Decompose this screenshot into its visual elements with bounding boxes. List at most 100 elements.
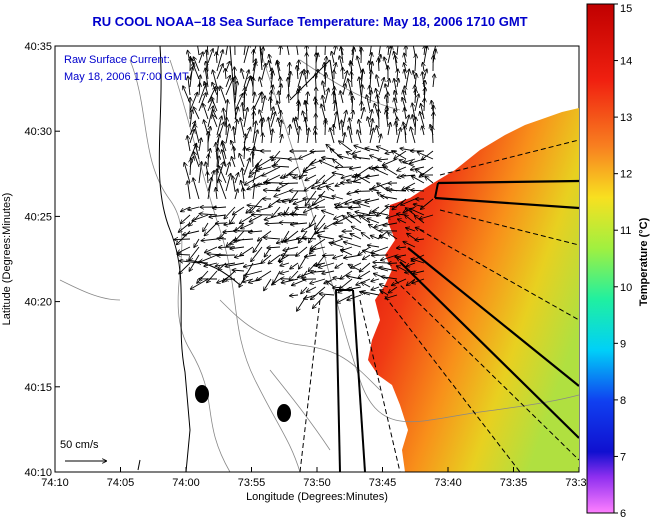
current-vector (251, 246, 263, 261)
current-vector (334, 92, 335, 104)
current-vector (406, 262, 416, 266)
current-vector (332, 196, 344, 200)
current-vector (388, 123, 390, 136)
current-vector (332, 238, 344, 243)
current-vector (262, 48, 263, 64)
current-vector (216, 64, 223, 80)
current-vector (404, 108, 406, 120)
current-vector (297, 71, 302, 88)
current-vector (415, 55, 416, 72)
current-vector (330, 128, 335, 144)
current-vector (204, 82, 209, 96)
current-vector (290, 262, 299, 269)
current-vector (188, 181, 191, 200)
current-vector (277, 101, 281, 112)
current-vector (278, 118, 280, 128)
current-vector (197, 46, 200, 56)
current-vector (397, 166, 407, 171)
current-vector (433, 112, 434, 128)
current-vector (411, 166, 425, 170)
current-vector (268, 254, 281, 264)
current-vector (380, 236, 389, 240)
current-vector (306, 190, 317, 205)
current-vector (343, 68, 344, 80)
current-vector (366, 175, 380, 177)
current-vector (327, 187, 335, 192)
current-vector (410, 209, 425, 216)
current-vector (420, 112, 425, 128)
current-vector (318, 182, 335, 189)
current-vector (203, 222, 209, 231)
current-vector (340, 91, 344, 104)
map-title: RU COOL NOAA–18 Sea Surface Temperature:… (92, 14, 528, 29)
colorbar (586, 3, 615, 514)
current-vector (412, 176, 425, 184)
current-vector (244, 147, 245, 160)
current-vector (282, 278, 299, 283)
y-tick-label: 40:30 (24, 126, 52, 138)
current-vector (339, 141, 353, 152)
current-vector (240, 214, 254, 223)
current-vector (414, 94, 419, 112)
colorbar-tick-label: 8 (620, 395, 626, 407)
colorbar-tick-label: 7 (620, 451, 626, 463)
current-vector (216, 52, 217, 64)
current-vector (369, 61, 370, 72)
current-vector (307, 286, 317, 292)
colorbar-tick-label: 13 (620, 112, 632, 124)
current-vector (405, 115, 409, 128)
current-vector (198, 93, 206, 112)
y-axis-label: Latitude (Degrees:Minutes) (1, 193, 13, 326)
current-vector (179, 262, 191, 274)
current-vector (373, 212, 389, 216)
current-vector (342, 84, 346, 96)
y-tick-label: 40:10 (24, 467, 52, 479)
current-vector (261, 64, 266, 80)
current-vector (416, 228, 425, 232)
current-vector (401, 198, 416, 205)
current-vector (385, 294, 398, 299)
current-vector (296, 46, 299, 56)
current-vector (362, 233, 371, 240)
current-vector (347, 294, 362, 300)
current-vector (307, 71, 308, 80)
current-vector (199, 138, 201, 152)
current-vector (192, 214, 209, 221)
current-vector (233, 127, 235, 144)
current-vector (195, 125, 200, 144)
current-vector (208, 155, 209, 168)
current-vector (369, 129, 374, 144)
current-vector (368, 245, 380, 247)
current-vector (360, 262, 371, 272)
current-vector (320, 161, 335, 168)
colorbar-tick-label: 14 (620, 56, 632, 68)
current-vector (244, 262, 263, 267)
x-tick-label: 73:55 (238, 477, 266, 489)
current-vector (253, 112, 254, 128)
x-tick-label: 73:50 (303, 477, 331, 489)
current-vector (226, 262, 245, 267)
current-vector (349, 207, 362, 208)
current-vector (379, 134, 381, 144)
current-vector (233, 206, 245, 215)
colorbar-tick-label: 10 (620, 282, 632, 294)
current-vector (333, 160, 344, 168)
current-vector (205, 246, 218, 253)
current-vector (378, 78, 384, 96)
current-vector (190, 159, 191, 176)
current-vector (373, 168, 389, 176)
current-vector (220, 87, 227, 104)
current-vector (233, 270, 245, 271)
current-vector (277, 182, 290, 190)
current-vector (322, 270, 335, 274)
current-vector (240, 118, 245, 136)
current-vector (311, 238, 326, 249)
current-vector (423, 70, 427, 80)
current-vector (394, 150, 407, 159)
current-vector (243, 108, 248, 128)
y-axis: 40:35 40:30 40:25 40:20 40:15 40:10 (24, 41, 60, 479)
current-vector (216, 123, 224, 144)
current-vector (264, 238, 281, 239)
current-vector (405, 215, 416, 224)
current-vector (377, 147, 389, 152)
